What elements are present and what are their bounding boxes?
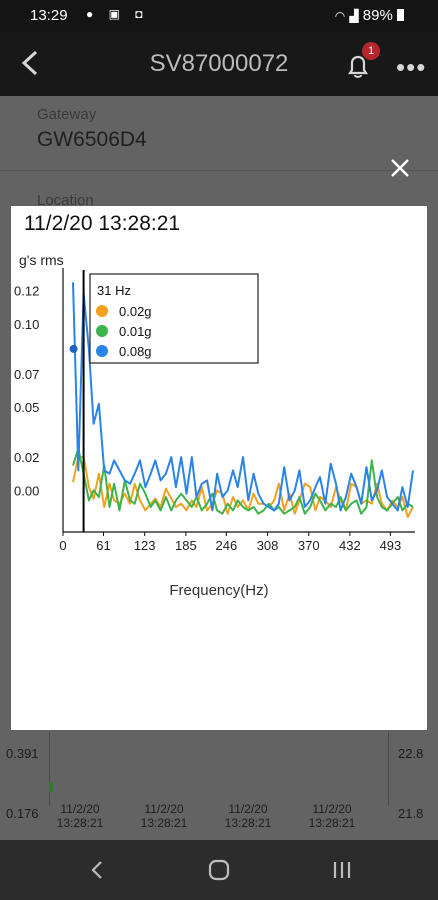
gateway-label: Gateway	[37, 106, 97, 123]
x-tick-label: 123	[134, 538, 156, 553]
nav-back-icon[interactable]	[86, 858, 110, 882]
time-label: 11/2/20 13:28:21	[140, 802, 188, 830]
x-tick-label: 0	[59, 538, 66, 553]
close-icon[interactable]	[386, 154, 414, 182]
back-arrow-icon[interactable]	[16, 46, 46, 80]
y-tick-label: 0.07	[14, 367, 39, 382]
x-tick-label: 61	[96, 538, 110, 553]
y-tick-label: 0.05	[14, 400, 39, 415]
x-tick-label: 493	[380, 538, 402, 553]
x-axis-label: Frequency(Hz)	[169, 582, 268, 599]
left-axis-value: 0.176	[6, 806, 39, 821]
status-time: 13:29	[30, 7, 68, 24]
nav-home-icon[interactable]	[207, 858, 231, 882]
battery-icon	[397, 9, 404, 21]
notification-bell-icon[interactable]	[344, 52, 372, 80]
battery-percent: 89%	[362, 7, 393, 24]
y-tick-label: 0.02	[14, 450, 39, 465]
y-tick-label: 0.10	[14, 317, 39, 332]
time-label: 11/2/20 13:28:21	[308, 802, 356, 830]
legend-dot	[96, 345, 108, 357]
x-tick-label: 185	[175, 538, 197, 553]
chart-dialog: 11/2/20 13:28:21 g's rms 0.12 0.10 0.07 0.0…	[11, 206, 427, 730]
x-tick-label: 246	[216, 538, 238, 553]
x-tick-label: 308	[257, 538, 279, 553]
x-tick-label: 432	[339, 538, 361, 553]
cursor-point	[69, 344, 78, 353]
system-nav-bar	[0, 840, 438, 900]
tooltip: 31 Hz 0.02g 0.01g 0.08g	[89, 273, 259, 364]
notification-badge: 1	[362, 42, 380, 60]
x-tick-label: 370	[298, 538, 320, 553]
page-title: SV87000072	[149, 50, 289, 77]
dialog-title: 11/2/20 13:28:21	[24, 212, 181, 235]
wifi-icon: ◠	[334, 9, 346, 23]
time-label: 11/2/20 13:28:21	[224, 802, 272, 830]
tooltip-value: 0.08g	[119, 344, 152, 359]
left-axis-value: 0.391	[6, 746, 39, 761]
signal-icon: ▟	[349, 9, 359, 23]
app-bar: SV87000072 1 •••	[0, 32, 438, 96]
chart-axis-line	[388, 732, 389, 806]
legend-dot	[96, 325, 108, 337]
status-right: ◠ ▟ 89%	[335, 7, 404, 24]
time-label: 11/2/20 13:28:21	[56, 802, 104, 830]
tooltip-value: 0.02g	[119, 304, 152, 319]
status-bar: 13:29 ● ▣ ◘ ◠ ▟ 89%	[0, 0, 438, 32]
nav-recents-icon[interactable]	[330, 858, 354, 882]
tooltip-value: 0.01g	[119, 324, 152, 339]
divider	[0, 170, 438, 171]
location-label: Location	[37, 192, 94, 209]
y-tick-label: 0.12	[14, 284, 39, 299]
chart-axis-line	[49, 732, 50, 806]
chart-marker	[49, 782, 53, 792]
series-line	[72, 447, 414, 515]
gateway-value: GW6506D4	[37, 128, 147, 151]
right-axis-value: 22.8	[398, 746, 424, 761]
notification-status-icons: ● ▣ ◘	[86, 7, 149, 21]
more-options-icon[interactable]: •••	[396, 52, 427, 82]
series-line	[72, 282, 414, 512]
y-tick-label: 0.00	[14, 483, 39, 498]
legend-dot	[96, 305, 108, 317]
y-axis-label: g's rms	[19, 252, 64, 268]
frequency-chart[interactable]: g's rms 0.12 0.10 0.07 0.05 0.02 0.00 0 61 123 1…	[11, 246, 427, 666]
right-axis-value: 21.8	[398, 806, 424, 821]
tooltip-frequency: 31 Hz	[97, 283, 131, 298]
